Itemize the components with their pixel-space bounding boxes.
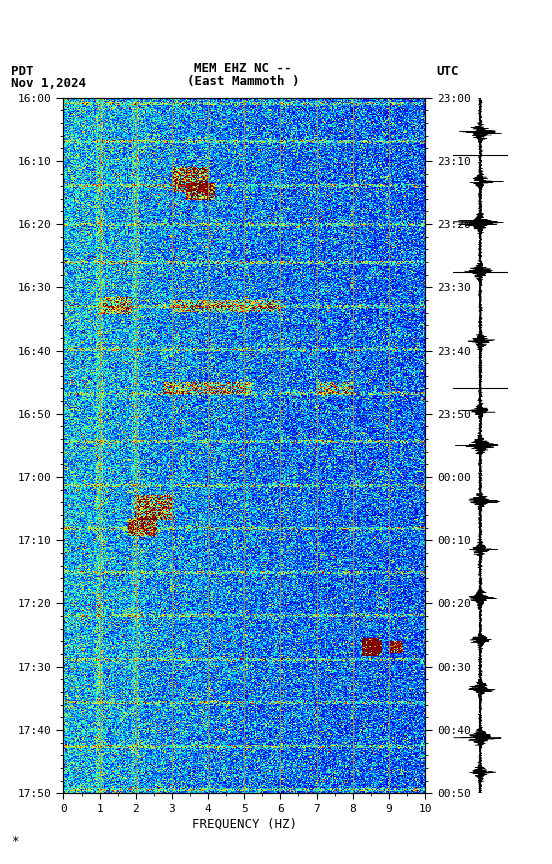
Text: MEM EHZ NC --: MEM EHZ NC -- — [194, 62, 291, 75]
Text: Nov 1,2024: Nov 1,2024 — [11, 77, 86, 90]
Text: (East Mammoth ): (East Mammoth ) — [187, 75, 299, 88]
X-axis label: FREQUENCY (HZ): FREQUENCY (HZ) — [192, 817, 297, 830]
Text: *: * — [11, 835, 19, 848]
Text: PDT: PDT — [11, 65, 34, 78]
Text: UTC: UTC — [436, 65, 459, 78]
